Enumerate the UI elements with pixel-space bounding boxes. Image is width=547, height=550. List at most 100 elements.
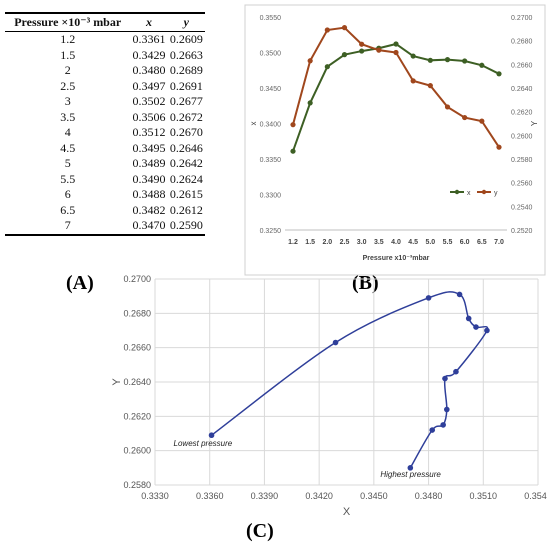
panel-label-c: (C)	[246, 520, 274, 542]
chart-b-legend-marker	[454, 189, 460, 195]
table-row: 6 0.3488 0.2615	[5, 187, 205, 203]
chart-b-right-tick: 0.2540	[511, 204, 533, 211]
cell-y: 0.2689	[169, 63, 203, 77]
table-body: 1.2 0.3361 0.2609 1.5 0.3429 0.2663 2 0.3480 0.2…	[5, 32, 205, 235]
chart-b-point-y	[324, 27, 330, 33]
chart-c-point	[484, 327, 490, 334]
chart-b-x-tick: 5.5	[443, 239, 453, 246]
cell-x: 0.3495	[132, 140, 166, 155]
chart-b-point-y	[496, 144, 502, 150]
panel-label-b: (B)	[352, 272, 379, 294]
cell-x: 0.3497	[132, 78, 166, 93]
chart-b-right-tick: 0.2560	[511, 181, 533, 188]
chart-c-point	[425, 295, 432, 301]
cell-x: 0.3488	[132, 187, 166, 201]
chart-b-left-tick: 0.3400	[260, 122, 282, 129]
cell-x: 0.3512	[132, 125, 166, 139]
cell-y: 0.2670	[169, 125, 203, 139]
table-row: 3.5 0.3506 0.2672	[5, 110, 205, 126]
header-y: y	[183, 15, 189, 29]
cell-pressure: 7	[64, 218, 71, 232]
table-row: 5.5 0.3490 0.2624	[5, 172, 205, 188]
cell-y: 0.2590	[169, 218, 203, 232]
chart-b-point-y	[427, 83, 433, 89]
chart-b-point-x	[462, 58, 468, 64]
header-pressure: Pressure ×10⁻³ mbar	[14, 15, 122, 29]
chart-b-left-tick: 0.3350	[260, 157, 282, 164]
cell-x: 0.3361	[132, 32, 166, 46]
chart-b-right-tick: 0.2700	[511, 15, 533, 22]
cell-x: 0.3470	[132, 218, 166, 232]
chart-b-x-tick: 7.0	[494, 239, 504, 246]
table-row: 4.5 0.3495 0.2646	[5, 141, 205, 157]
chart-b-point-x	[427, 57, 433, 63]
cell-pressure: 2	[64, 63, 71, 77]
cell-y: 0.2624	[169, 171, 203, 186]
chart-b-x-tick: 4.0	[391, 239, 401, 246]
chart-b-x-tick: 6.5	[477, 239, 487, 246]
chart-b-right-tick: 0.2620	[511, 110, 533, 117]
chart-c-point	[453, 368, 459, 375]
chart-b-x-tick: 1.2	[288, 239, 298, 246]
cell-pressure: 2.5	[60, 78, 76, 93]
chart-b-right-tick: 0.2640	[511, 86, 533, 93]
chart-c-x-label: X	[343, 506, 351, 518]
chart-b-left-tick: 0.3300	[260, 193, 282, 200]
cell-y: 0.2646	[169, 140, 203, 155]
table-row: 2.5 0.3497 0.2691	[5, 79, 205, 95]
chart-b-point-y	[290, 122, 296, 128]
chart-c-y-tick: 0.2580	[123, 480, 151, 490]
chart-c-x-tick: 0.3450	[360, 491, 388, 501]
chart-b-point-y	[410, 78, 416, 84]
cell-y: 0.2672	[169, 109, 203, 124]
chart-b-x-tick: 3.5	[374, 239, 384, 246]
chart-b-point-x	[324, 64, 330, 70]
cell-x: 0.3429	[132, 47, 166, 62]
chart-c-point	[332, 339, 339, 346]
chart-c-x-tick: 0.3480	[415, 491, 443, 501]
chart-b-point-x	[479, 62, 485, 68]
chart-b-left-tick: 0.3250	[260, 228, 282, 235]
chart-b-point-x	[393, 41, 399, 47]
chart-c-x-tick: 0.3360	[196, 491, 224, 501]
chart-b-right-tick: 0.2660	[511, 62, 533, 69]
cell-x: 0.3480	[132, 63, 166, 77]
cell-y: 0.2612	[169, 202, 203, 217]
chart-b-point-x	[290, 148, 296, 154]
cell-y: 0.2663	[169, 47, 203, 62]
chart-c-y-tick: 0.2620	[123, 411, 151, 421]
chart-b-x-tick: 2.0	[322, 239, 332, 246]
chart-b-point-x	[359, 48, 365, 54]
table-row: 4 0.3512 0.2670	[5, 125, 205, 141]
cell-pressure: 4	[64, 125, 71, 139]
chart-b-point-y	[462, 114, 468, 121]
chart-b-x-label: Pressure x10⁻³mbar	[363, 255, 430, 262]
chart-b-point-y	[479, 118, 485, 124]
chart-c-point	[442, 375, 448, 382]
pressure-table: Pressure ×10⁻³ mbar x y 1.2 0.3361 0.2609 1…	[5, 12, 205, 236]
table-row: 1.5 0.3429 0.2663	[5, 48, 205, 64]
chart-c-point	[440, 422, 446, 428]
chart-b-point-y	[444, 104, 451, 110]
chart-b-right-tick: 0.2600	[511, 133, 533, 140]
cell-pressure: 1.2	[60, 32, 76, 46]
cell-y: 0.2677	[169, 94, 203, 108]
cell-pressure: 5	[64, 156, 71, 170]
cell-x: 0.3506	[132, 109, 166, 124]
table-row: 2 0.3480 0.2689	[5, 63, 205, 79]
cell-pressure: 3	[64, 94, 71, 108]
cell-y: 0.2609	[169, 32, 203, 46]
chart-c-annotation-highest: Highest pressure	[380, 470, 441, 479]
chart-c-point	[473, 324, 479, 330]
table-row: 3 0.3502 0.2677	[5, 94, 205, 110]
chart-b-x-tick: 1.5	[305, 239, 315, 246]
chart-b-point-y	[341, 25, 348, 31]
chart-c-y-tick: 0.2640	[123, 377, 151, 387]
chart-c-y-tick: 0.2700	[123, 274, 151, 284]
chart-b-line: 0.3250 0.3300 0.3350 0.3400 0.3450 0.3500 0.35…	[244, 4, 546, 276]
chart-c-point	[407, 465, 414, 471]
chart-b-legend-label: x	[467, 190, 471, 197]
cell-pressure: 4.5	[60, 140, 76, 155]
cell-y: 0.2615	[169, 187, 203, 201]
